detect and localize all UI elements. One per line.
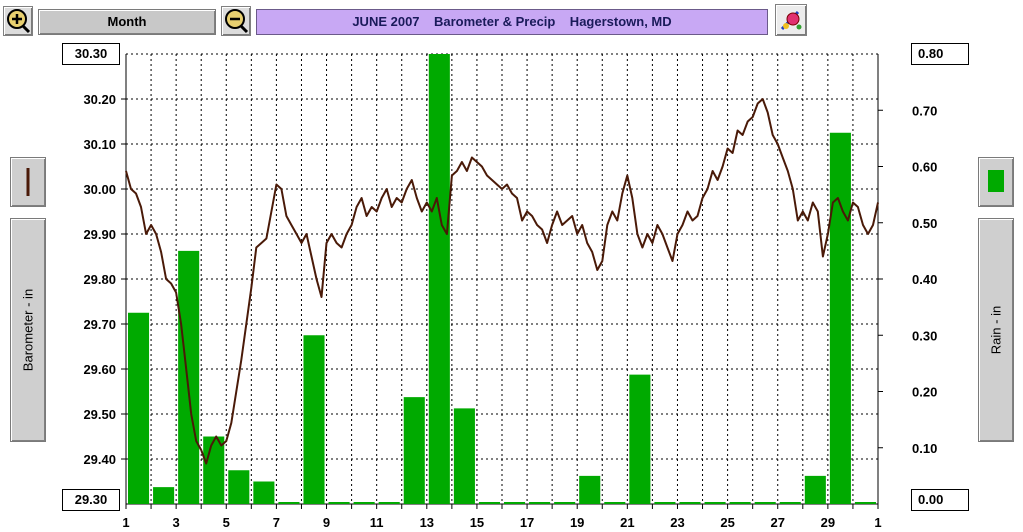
magnifier-plus-icon xyxy=(7,9,31,34)
x-tick-label: 1 xyxy=(874,515,881,530)
rain-bar xyxy=(403,397,425,504)
x-tick-label: 21 xyxy=(620,515,634,530)
rain-bar xyxy=(854,502,876,504)
rain-bar xyxy=(178,250,200,504)
x-tick-labels: 1 3 5 7 9 11 13 15 17 19 21 23 25 27 29 1 xyxy=(122,515,881,530)
grid xyxy=(125,53,879,509)
rain-bar xyxy=(629,374,651,504)
rain-bar xyxy=(729,502,751,504)
right-tick-label: 0.20 xyxy=(912,385,937,400)
rain-bar xyxy=(203,436,225,504)
rain-axis-button[interactable]: Rain - in xyxy=(978,218,1014,442)
rain-bar xyxy=(303,335,325,504)
left-tick-label: 29.50 xyxy=(83,407,116,422)
x-tick-label: 23 xyxy=(670,515,684,530)
x-tick-label: 15 xyxy=(470,515,484,530)
rain-bar xyxy=(504,502,526,504)
rain-bar xyxy=(554,502,576,504)
barometer-axis-button[interactable]: Barometer - in xyxy=(10,218,46,442)
rain-bar xyxy=(579,475,601,504)
rain-bar xyxy=(654,502,676,504)
rain-bar xyxy=(779,502,801,504)
x-tick-label: 9 xyxy=(323,515,330,530)
barometer-legend-button[interactable] xyxy=(10,157,46,207)
left-tick-label: 30.10 xyxy=(83,137,116,152)
rain-bar xyxy=(604,502,626,504)
rain-bar xyxy=(453,408,475,504)
rain-bar xyxy=(128,312,150,504)
paint-tool-icon xyxy=(780,10,802,31)
barometer-line xyxy=(125,98,879,465)
rain-bar xyxy=(478,502,500,504)
rain-bar xyxy=(253,481,275,504)
rain-legend-button[interactable] xyxy=(978,157,1014,207)
right-tick-label: 0.50 xyxy=(912,216,937,231)
rain-bar xyxy=(353,502,375,504)
rain-bar-swatch xyxy=(988,170,1004,192)
x-tick-label: 13 xyxy=(420,515,434,530)
x-tick-label: 5 xyxy=(223,515,230,530)
x-tick-label: 11 xyxy=(370,515,384,530)
x-tick-label: 1 xyxy=(122,515,129,530)
left-axis-top-label: 30.30 xyxy=(62,43,120,65)
zoom-out-button[interactable] xyxy=(221,6,251,36)
x-tick-label: 3 xyxy=(173,515,180,530)
rain-bar xyxy=(153,487,175,504)
period-button[interactable]: Month xyxy=(38,9,216,35)
x-tick-label: 19 xyxy=(570,515,584,530)
left-tick-label: 29.90 xyxy=(83,227,116,242)
rain-bar xyxy=(328,502,350,504)
rain-bar xyxy=(679,502,701,504)
rain-bar xyxy=(704,502,726,504)
paint-tool-button[interactable] xyxy=(775,4,807,36)
rain-bar xyxy=(829,132,851,504)
rain-bar xyxy=(278,502,300,504)
x-tick-label: 25 xyxy=(720,515,734,530)
right-tick-label: 0.30 xyxy=(912,328,937,343)
rain-bar xyxy=(428,54,450,504)
left-tick-labels: 30.20 30.10 30.00 29.90 29.80 29.70 29.60 29.50… xyxy=(83,92,126,467)
barometer-line-swatch xyxy=(26,168,30,196)
x-tick-label: 7 xyxy=(273,515,280,530)
left-tick-label: 29.40 xyxy=(83,452,116,467)
x-tick-label: 27 xyxy=(770,515,784,530)
right-tick-labels: 0.70 0.60 0.50 0.40 0.30 0.20 0.10 xyxy=(878,103,937,456)
x-tick-label: 17 xyxy=(520,515,534,530)
magnifier-minus-icon xyxy=(225,9,249,34)
right-tick-label: 0.60 xyxy=(912,160,937,175)
left-tick-label: 30.20 xyxy=(83,92,116,107)
left-tick-label: 30.00 xyxy=(83,182,116,197)
right-tick-label: 0.40 xyxy=(912,272,937,287)
right-axis-bottom-label: 0.00 xyxy=(911,489,969,511)
rain-bar xyxy=(529,502,551,504)
x-tick-label: 29 xyxy=(821,515,835,530)
chart-title: JUNE 2007 Barometer & Precip Hagerstown,… xyxy=(256,9,768,35)
rain-bars xyxy=(128,54,876,504)
right-axis-top-label: 0.80 xyxy=(911,43,969,65)
left-axis-bottom-label: 29.30 xyxy=(62,489,120,511)
rain-bar xyxy=(804,475,826,504)
left-tick-label: 29.60 xyxy=(83,362,116,377)
right-tick-label: 0.10 xyxy=(912,441,937,456)
rain-bar xyxy=(754,502,776,504)
rain-bar xyxy=(228,470,250,504)
rain-bar xyxy=(378,502,400,504)
left-tick-label: 29.80 xyxy=(83,272,116,287)
left-tick-label: 29.70 xyxy=(83,317,116,332)
zoom-in-button[interactable] xyxy=(3,6,33,36)
right-tick-label: 0.70 xyxy=(912,103,937,118)
